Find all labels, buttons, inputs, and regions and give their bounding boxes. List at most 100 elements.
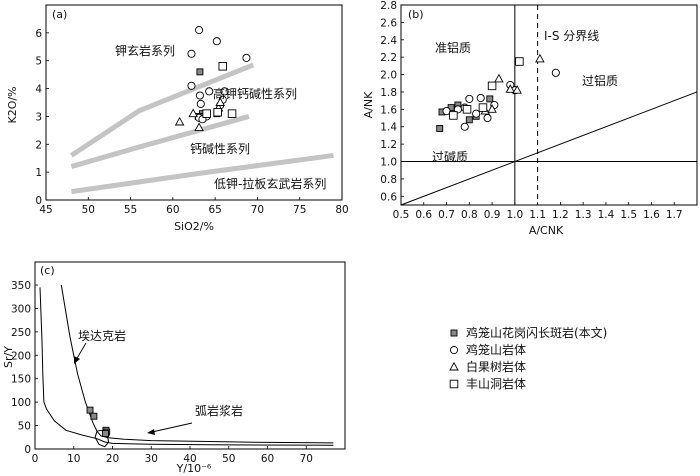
panel-a-frame — [45, 4, 343, 201]
panel-b-point-circle — [460, 122, 469, 131]
panel-b-xtick-label: 1.0 — [506, 209, 523, 221]
panel-a-zone-low-k: 低钾-拉板玄武岩系列 — [214, 176, 326, 191]
panel-b-point-triangle — [512, 85, 522, 94]
panel-a-ytick-label: 6 — [35, 28, 42, 40]
panel-a-xtick-label: 55 — [124, 204, 137, 216]
panel-b-xtick-label: 1.7 — [666, 209, 683, 221]
panel-b-xtick-label: 0.8 — [461, 209, 478, 221]
panel-a-point-square — [218, 62, 228, 71]
panel-a-boundaries — [69, 62, 334, 195]
panel-c-xtick-label: 20 — [106, 453, 119, 465]
panel-b-reference-lines — [400, 5, 698, 206]
panel-b-xlabel: A/CNK — [529, 224, 564, 237]
panel-a-point-triangle — [215, 97, 225, 106]
panel-b-ytick-label: 1.2 — [380, 139, 397, 151]
panel-b-xtick-label: 1.5 — [620, 209, 637, 221]
legend-label: 丰山洞岩体 — [466, 376, 526, 391]
panel-b-point-circle — [442, 107, 451, 116]
panel-b-ytick-label: 1.0 — [380, 157, 397, 169]
panel-c-point-square-dot — [102, 430, 109, 437]
panel-c-ytick-label: 350 — [11, 280, 31, 292]
panel-a-point-square — [213, 107, 222, 117]
panel-c-label: (c) — [40, 264, 55, 277]
panel-a-zone-calc-alkaline: 钙碱性系列 — [190, 142, 250, 156]
panel-b-point-square-dot — [436, 125, 444, 132]
panel-a-point-circle — [205, 87, 214, 96]
panel-b-ytick-label: 2.6 — [380, 17, 397, 29]
panel-b-point-triangle — [494, 73, 504, 83]
panel-c-zone-arc: 弧岩浆岩 — [195, 403, 243, 418]
panel-b-ylabel: A/NK — [362, 91, 375, 118]
panel-c-ytick-label: 0 — [24, 444, 31, 456]
panel-b-point-square — [487, 81, 497, 91]
panel-b-xtick-label: 1.1 — [529, 209, 546, 221]
panel-b-ytick-label: 0.8 — [380, 174, 397, 186]
panel-a-ytick-label: 2 — [35, 139, 42, 151]
panel-a-xtick-label: 75 — [293, 204, 306, 216]
panel-c-ylabel: Sr/Y — [2, 346, 15, 368]
curve-adakite — [60, 284, 334, 444]
panel-b-xtick-label: 1.3 — [575, 209, 592, 221]
panel-b-xtick-label: 0.7 — [438, 209, 455, 221]
panel-c-ytick-label: 300 — [11, 303, 31, 315]
panel-b-zone-peraluminous: 过铝质 — [582, 73, 618, 88]
panel-b-label: (b) — [408, 8, 424, 21]
panel-c-frame — [34, 261, 346, 450]
panel-c-ticks: 0 10 20 30 40 50 60 70 0 50 100 150 200 250 300 350 — [11, 280, 313, 465]
panel-b-ytick-label: 2.4 — [380, 35, 397, 47]
panel-b-point-square — [478, 103, 488, 112]
panel-b-frame — [400, 4, 698, 206]
panel-c-arc-arrowhead — [147, 429, 155, 435]
boundary-lower — [71, 152, 334, 195]
panel-b-point-circle — [472, 109, 481, 118]
legend-marker-square — [449, 379, 459, 389]
panel-a-point-triangle — [194, 122, 204, 132]
panel-b-point-circle — [465, 94, 474, 103]
legend-label: 鸡笼山花岗闪长斑岩(本文) — [466, 325, 607, 340]
panel-a-ytick-label: 4 — [35, 84, 42, 96]
panel-b-point-circle — [476, 93, 485, 103]
panel-a-point-triangle — [174, 116, 185, 126]
panel-a-point-circle — [195, 26, 204, 35]
panel-b-zone-peralkaline: 过碱质 — [432, 150, 468, 164]
boundary-middle — [70, 114, 250, 169]
panel-b-point-triangle — [535, 53, 545, 63]
panel-a-xlabel: SiO2/% — [174, 220, 214, 233]
panel-b-xtick-label: 1.6 — [643, 209, 660, 221]
panel-a-point-circle — [196, 99, 205, 108]
panel-a-ytick-label: 0 — [35, 195, 42, 207]
panel-a-zone-shoshonite: 钾玄岩系列 — [115, 43, 175, 58]
panel-b-points — [436, 53, 560, 132]
panel-b-point-circle — [551, 68, 560, 77]
panel-c-xtick-label: 70 — [300, 453, 313, 465]
legend-label: 白果树岩体 — [466, 359, 526, 374]
panel-a-point-circle — [242, 53, 251, 62]
panel-b-xtick-label: 0.5 — [393, 209, 410, 221]
panel-a-label: (a) — [52, 8, 67, 21]
panel-a-xtick-label: 70 — [251, 204, 264, 216]
panel-b-zone-metaluminous: 准铝质 — [435, 40, 471, 55]
legend-marker-circle — [449, 345, 459, 355]
panel-b-ytick-label: 2.8 — [380, 0, 397, 12]
panel-a-xtick-label: 50 — [82, 204, 95, 216]
panel-c-xtick-label: 60 — [261, 453, 274, 465]
panel-c: (c) 0 10 20 30 40 50 60 70 0 50 100 150 200 250 300 350… — [2, 261, 346, 475]
panel-b-point-square — [515, 57, 524, 66]
panel-b-ytick-label: 0.6 — [380, 191, 397, 203]
panel-c-ytick-label: 50 — [18, 421, 31, 433]
panel-b-point-square — [462, 105, 472, 114]
panel-c-adakite-arrow — [75, 342, 87, 361]
panel-a-point-square-dot — [196, 68, 204, 76]
panel-b-ytick-label: 1.4 — [380, 122, 397, 134]
panel-c-ytick-label: 250 — [11, 327, 31, 339]
panel-a-xtick-label: 80 — [335, 204, 348, 216]
panel-c-xlabel: Y/10⁻⁶ — [176, 462, 212, 475]
panel-b-point-square — [449, 111, 458, 120]
panel-a-point-circle — [220, 87, 229, 96]
panel-c-adakite-arrowhead — [74, 356, 80, 364]
panel-a-xtick-label: 65 — [208, 204, 221, 216]
panel-b-point-circle — [483, 113, 492, 123]
